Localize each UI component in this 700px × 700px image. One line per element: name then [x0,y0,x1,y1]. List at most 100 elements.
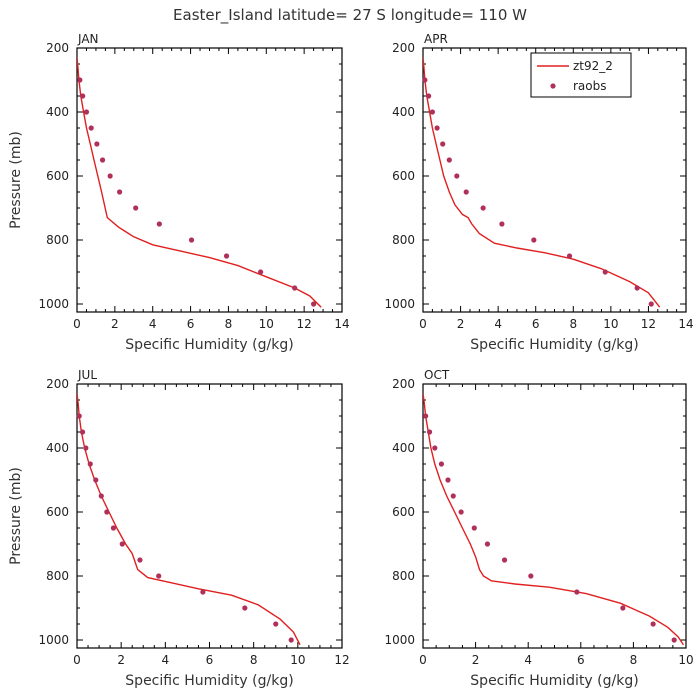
raobs-point-jul [98,493,104,499]
x-tick-label-jul: 10 [290,653,305,667]
raobs-point-apr [422,77,428,83]
x-tick-label-oct: 2 [472,653,480,667]
x-tick-label-oct: 4 [524,653,532,667]
raobs-point-jan [188,237,195,243]
figure-title: Easter_Island latitude= 27 S longitude= … [173,6,527,25]
x-tick-label-apr: 14 [678,317,693,331]
x-axis-label-jan: Specific Humidity (g/kg) [125,337,293,353]
raobs-point-oct [574,589,580,595]
y-axis-label-jul: Pressure (mb) [8,467,24,565]
y-tick-label-jan: 600 [46,169,69,183]
raobs-point-jan [292,285,298,291]
y-tick-label-apr: 1000 [384,297,415,311]
y-tick-label-jan: 400 [46,105,69,119]
x-tick-label-jan: 4 [149,317,157,331]
legend-label: raobs [573,79,607,93]
y-tick-label-jan: 1000 [38,297,69,311]
raobs-point-jan [311,301,317,307]
raobs-point-jan [94,141,100,147]
x-axis-label-jul: Specific Humidity (g/kg) [125,673,293,689]
panel-apr: APR 0 2 4 6 8 10 12 14 200 400 600 800 1000 Specific H… [384,32,693,353]
y-tick-label-jul: 800 [46,569,69,583]
y-tick-label-jan: 800 [46,233,69,247]
raobs-point-jan [83,109,90,115]
series-line-jan [77,57,322,308]
x-tick-label-jan: 10 [259,317,274,331]
raobs-point-jul [288,637,294,643]
plot-frame-jan [76,47,343,313]
raobs-point-oct [671,637,677,643]
series-line-jul [77,393,301,646]
y-tick-label-oct: 1000 [384,633,415,647]
raobs-point-oct [458,509,464,515]
raobs-point-jan [77,77,83,83]
y-tick-label-apr: 400 [392,105,415,119]
panel-title-jan: JAN [77,32,99,46]
x-tick-label-jul: 6 [206,653,214,667]
x-tick-label-apr: 2 [457,317,465,331]
x-axis-label-apr: Specific Humidity (g/kg) [470,337,638,353]
raobs-point-jan [88,125,94,131]
raobs-point-jan [99,157,106,163]
panel-jul: JUL 0 2 4 6 8 10 12 200 400 600 800 1000 Specific Hum… [8,368,350,689]
raobs-point-jan [80,93,86,99]
raobs-point-jan [258,269,264,275]
raobs-point-oct [426,429,433,435]
panel-jan: JAN 0 2 4 6 8 10 12 14 200 400 600 800 1000 Specific H… [8,32,350,353]
raobs-point-jul [242,605,248,611]
x-tick-label-jul: 12 [334,653,349,667]
legend-label: zt92_2 [573,59,613,73]
raobs-point-apr [426,93,432,99]
series-line-apr [423,57,661,308]
x-tick-label-jul: 2 [117,653,125,667]
raobs-point-oct [438,461,445,467]
x-tick-label-oct: 0 [419,653,427,667]
y-tick-label-apr: 800 [392,233,415,247]
y-tick-label-jul: 1000 [38,633,69,647]
y-tick-label-jan: 200 [46,41,69,55]
raobs-point-jul [156,573,162,579]
x-tick-label-jul: 0 [73,653,81,667]
raobs-point-oct [650,621,656,627]
x-tick-label-apr: 8 [569,317,577,331]
x-tick-label-oct: 8 [630,653,638,667]
legend-marker-swatch [550,83,556,89]
y-tick-label-oct: 200 [392,377,415,391]
y-axis-label-jan: Pressure (mb) [8,131,24,229]
raobs-point-oct [450,493,456,499]
raobs-point-oct [432,445,438,451]
plot-frame-oct [422,383,687,649]
raobs-point-apr [446,157,452,163]
raobs-point-oct [528,573,534,579]
x-tick-label-apr: 0 [419,317,427,331]
y-tick-label-jul: 200 [46,377,69,391]
raobs-point-jul [119,541,125,547]
raobs-point-apr [454,173,460,179]
raobs-point-oct [484,541,491,547]
x-axis-label-oct: Specific Humidity (g/kg) [470,673,638,689]
raobs-point-oct [445,477,451,483]
raobs-point-jul [104,509,110,515]
x-tick-label-apr: 10 [603,317,618,331]
x-tick-label-jul: 4 [162,653,170,667]
y-tick-label-jul: 600 [46,505,69,519]
raobs-point-jul [79,429,86,435]
raobs-point-jul [76,413,82,419]
x-tick-label-oct: 6 [577,653,585,667]
raobs-point-jul [200,589,206,595]
y-tick-label-apr: 600 [392,169,415,183]
raobs-point-apr [480,205,486,211]
plot-frame-jul [76,383,343,649]
raobs-point-jul [137,557,143,563]
raobs-point-oct [620,605,626,611]
y-tick-label-oct: 600 [392,505,415,519]
y-tick-label-jul: 400 [46,441,69,455]
raobs-point-apr [463,189,469,195]
x-tick-label-jul: 8 [250,653,258,667]
panel-title-oct: OCT [424,368,450,382]
x-tick-label-oct: 10 [678,653,693,667]
raobs-point-jan [156,221,162,227]
raobs-point-apr [434,125,440,131]
x-tick-label-jan: 6 [187,317,195,331]
